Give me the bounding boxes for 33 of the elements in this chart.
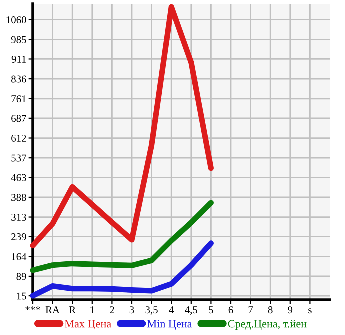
x-tick-label: 3 bbox=[130, 306, 134, 314]
x-tick-label: 1 bbox=[90, 306, 94, 314]
y-tick-label: 463 bbox=[11, 174, 26, 182]
x-tick-label: 4,5 bbox=[185, 306, 198, 316]
y-tick-label: 537 bbox=[12, 154, 26, 162]
x-tick-label: 9 bbox=[288, 306, 293, 314]
y-tick-label: 15 bbox=[17, 292, 26, 300]
legend-label: Max Цена bbox=[64, 320, 112, 330]
y-tick-label: 612 bbox=[12, 134, 26, 142]
y-tick-label: 239 bbox=[12, 234, 26, 241]
x-tick-label: s bbox=[308, 308, 312, 314]
y-tick-label: 761 bbox=[12, 96, 26, 103]
x-tick-label: 2 bbox=[110, 306, 114, 314]
x-tick-label: 3,5 bbox=[146, 306, 158, 316]
x-tick-label: 7 bbox=[248, 306, 254, 314]
y-tick-label: 836 bbox=[12, 76, 26, 83]
x-tick-label: 5 bbox=[209, 306, 214, 314]
x-tick-label: R bbox=[69, 306, 76, 314]
y-tick-label: 388 bbox=[12, 194, 26, 202]
legend-label: Сред.Цена, т.йен bbox=[228, 320, 307, 330]
x-tick-label: 4 bbox=[169, 306, 174, 314]
y-tick-label: 89 bbox=[16, 273, 26, 280]
y-tick-label: 985 bbox=[11, 36, 26, 44]
y-tick-label: 1060 bbox=[6, 16, 26, 24]
x-tick-label: *** bbox=[26, 306, 40, 310]
y-tick-label: 687 bbox=[12, 115, 26, 122]
x-tick-label: RA bbox=[46, 306, 60, 314]
y-tick-label: 911 bbox=[12, 56, 26, 63]
legend-label: Min Цена bbox=[147, 320, 192, 330]
x-tick-label: 6 bbox=[228, 306, 234, 314]
x-tick-label: 8 bbox=[268, 306, 273, 314]
y-tick-label: 313 bbox=[12, 214, 26, 221]
y-tick-label: 164 bbox=[12, 253, 27, 260]
